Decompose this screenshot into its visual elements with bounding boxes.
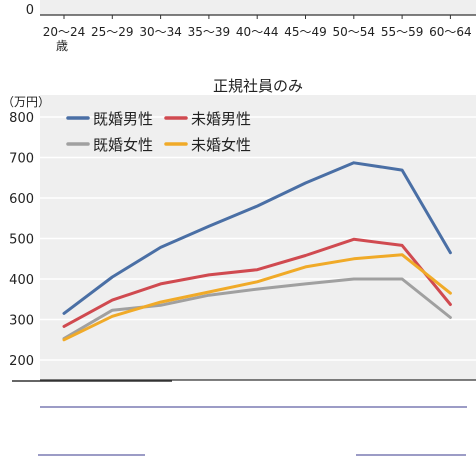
top-x-tick-label: 歳 bbox=[56, 39, 68, 53]
top-x-tick-label: 60～64 bbox=[429, 25, 472, 39]
legend-label: 既婚女性 bbox=[93, 136, 153, 154]
top-y-tick-label: 0 bbox=[26, 3, 34, 18]
top-x-tick-label: 45～49 bbox=[284, 25, 327, 39]
series-line bbox=[62, 277, 452, 340]
y-tick-label: 200 bbox=[9, 354, 34, 369]
top-x-tick-label: 40～44 bbox=[236, 25, 279, 39]
y-axis-unit-label: （万円） bbox=[2, 95, 50, 109]
y-tick-label: 400 bbox=[9, 273, 34, 288]
y-tick-label: 500 bbox=[9, 233, 34, 248]
top-x-tick-label: 30～34 bbox=[139, 25, 182, 39]
top-x-tick-label: 20～24 bbox=[43, 25, 86, 39]
chart-title: 正規社員のみ bbox=[213, 77, 303, 95]
series-line bbox=[62, 253, 452, 342]
top-x-tick-label: 50～54 bbox=[333, 25, 376, 39]
top-x-tick-label: 35～39 bbox=[188, 25, 231, 39]
y-tick-label: 600 bbox=[9, 192, 34, 207]
series-line bbox=[62, 161, 452, 315]
y-tick-label: 300 bbox=[9, 314, 34, 329]
footnote-area bbox=[12, 380, 467, 456]
legend-label: 未婚男性 bbox=[191, 110, 251, 128]
top-chart: 0 20～24歳 25～29 30～34 35～39 40～44 45～49 50～54 55… bbox=[26, 0, 476, 53]
y-tick-label: 700 bbox=[9, 152, 34, 167]
top-x-tick-label: 55～59 bbox=[381, 25, 424, 39]
legend-label: 未婚女性 bbox=[191, 136, 251, 154]
top-x-tick-label: 25～29 bbox=[91, 25, 134, 39]
y-tick-label: 800 bbox=[9, 111, 34, 126]
series-line bbox=[62, 237, 452, 328]
legend-label: 既婚男性 bbox=[93, 110, 153, 128]
